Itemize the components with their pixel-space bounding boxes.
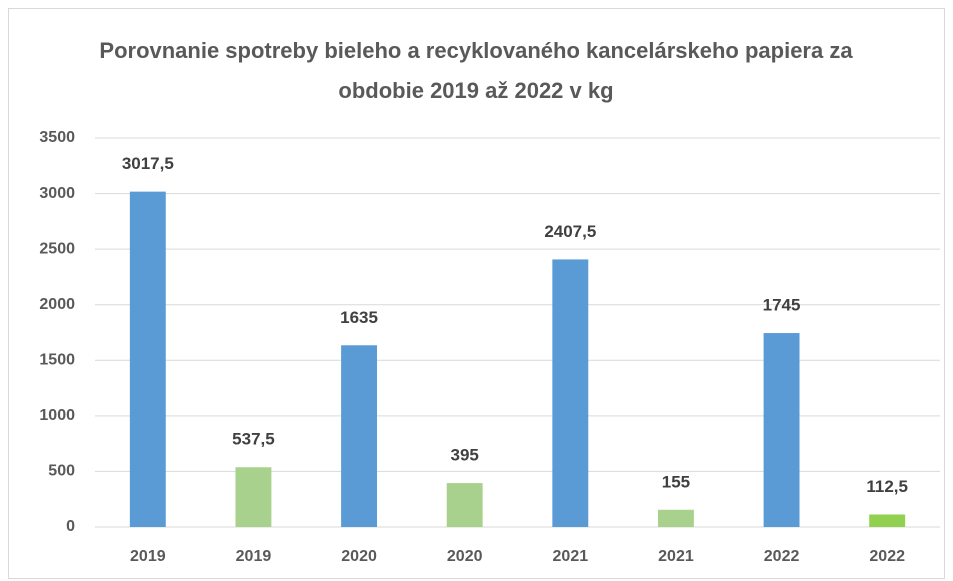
y-tick-label: 0 [66, 518, 75, 535]
value-label: 537,5 [232, 430, 275, 449]
y-tick-label: 1000 [39, 407, 75, 424]
y-tick-label: 2500 [39, 240, 75, 257]
bar [235, 467, 272, 527]
bar [763, 333, 800, 527]
bar [129, 191, 166, 527]
x-tick-label: 2019 [236, 548, 272, 565]
x-tick-label: 2019 [130, 548, 166, 565]
bar [657, 509, 694, 527]
chart-title: Porovnanie spotreby bieleho a recyklovan… [99, 38, 853, 103]
x-tick-label: 2021 [658, 548, 694, 565]
x-tick-label: 2020 [341, 548, 377, 565]
value-label: 1635 [340, 308, 378, 327]
bar [869, 514, 906, 527]
x-tick-label: 2022 [869, 548, 905, 565]
value-label: 395 [451, 446, 479, 465]
y-tick-label: 2000 [39, 296, 75, 313]
x-tick-label: 2022 [764, 548, 800, 565]
y-tick-label: 3000 [39, 185, 75, 202]
y-tick-label: 3500 [39, 129, 75, 146]
x-tick-label: 2021 [553, 548, 589, 565]
bar [446, 483, 483, 527]
y-tick-label: 1500 [39, 352, 75, 369]
value-label: 3017,5 [122, 154, 174, 173]
bar [341, 345, 378, 527]
value-label: 2407,5 [544, 222, 596, 241]
y-tick-label: 500 [48, 463, 75, 480]
bar [552, 259, 589, 527]
value-label: 155 [662, 472, 690, 491]
value-label: 112,5 [866, 477, 908, 496]
value-label: 1745 [763, 296, 801, 315]
x-tick-label: 2020 [447, 548, 483, 565]
